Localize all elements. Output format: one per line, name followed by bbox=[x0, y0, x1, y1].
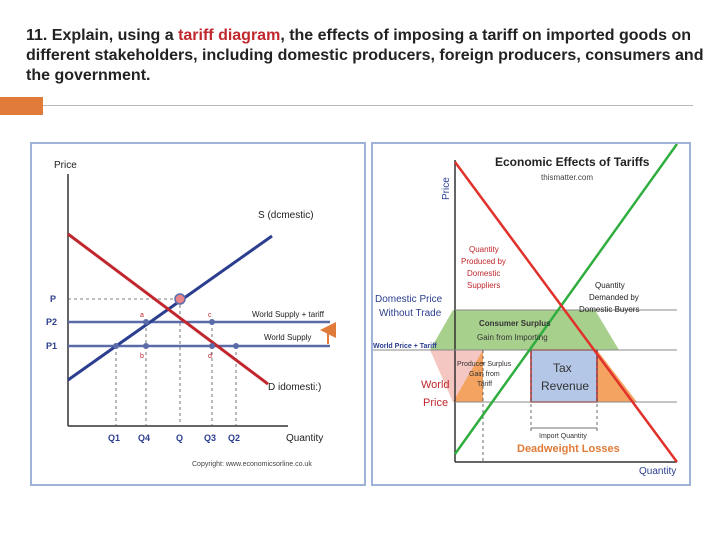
tax-revenue-label-2: Revenue bbox=[541, 379, 589, 393]
title-highlight: tariff diagram bbox=[178, 27, 281, 44]
world-supply-label: World Supply bbox=[264, 333, 311, 342]
point-label-b: b bbox=[140, 353, 144, 360]
right-guides bbox=[482, 350, 598, 462]
accent-bar bbox=[0, 97, 43, 115]
qty-demanded-label-2: Demanded by bbox=[589, 293, 639, 302]
world-price-tariff-label: World Price + Tariff bbox=[373, 343, 437, 350]
qty-demanded-label-1: Quantity bbox=[595, 281, 625, 290]
qty-demanded-label-3: Domestic Buyers bbox=[579, 305, 639, 314]
demand-label: D idomesti:) bbox=[268, 382, 321, 393]
right-diagram-title: Economic Effects of Tariffs bbox=[495, 155, 650, 169]
deadweight-loss-right bbox=[597, 350, 637, 402]
consumer-surplus-label-1: Consumer Surplus bbox=[479, 319, 551, 328]
consumer-surplus-label-2: Gain from Importing bbox=[477, 333, 548, 342]
slide-title: 11. Explain, using a tariff diagram, the… bbox=[26, 26, 706, 86]
qty-tick-q2: Q2 bbox=[228, 433, 240, 443]
producer-surplus-label-1: Producer Surplus bbox=[457, 361, 512, 368]
tax-revenue-area bbox=[531, 350, 597, 402]
qty-tick-q: Q bbox=[176, 433, 183, 443]
domestic-supply-line bbox=[453, 143, 679, 455]
point-d bbox=[209, 343, 215, 349]
qty-domestic-label-3: Domestic bbox=[467, 269, 500, 278]
right-diagram-svg: Price Quantity Economic Effects of Tarif… bbox=[373, 143, 679, 477]
price-tick-p1: P1 bbox=[46, 341, 57, 351]
domestic-supply-curve bbox=[67, 234, 273, 382]
producer-surplus-label-3: Tariff bbox=[477, 381, 492, 388]
left-y-axis-label: Price bbox=[54, 160, 77, 171]
title-text-start: 11. Explain, using a bbox=[26, 27, 179, 44]
price-tick-p2: P2 bbox=[46, 317, 57, 327]
point-label-a: a bbox=[140, 312, 144, 319]
domestic-price-label-1: Domestic Price bbox=[375, 294, 443, 305]
domestic-demand-line bbox=[453, 161, 679, 463]
point-q1 bbox=[113, 343, 119, 349]
domestic-price-label-2: Without Trade bbox=[379, 308, 442, 319]
world-price-label-1: World bbox=[421, 379, 450, 391]
right-y-axis-label: Price bbox=[441, 177, 452, 200]
right-diagram-subtitle: thismatter.com bbox=[541, 173, 593, 182]
equilibrium-point bbox=[174, 293, 186, 305]
price-tick-p: P bbox=[50, 294, 56, 304]
point-label-c: c bbox=[208, 312, 212, 319]
point-q4 bbox=[143, 319, 149, 325]
point-q3 bbox=[209, 319, 215, 325]
left-x-axis-label: Quantity bbox=[286, 433, 323, 444]
title-text-end: , the effects of imposing a tariff on im… bbox=[26, 27, 704, 84]
supply-label: S (dcmestic) bbox=[258, 210, 314, 221]
qty-tick-q4: Q4 bbox=[138, 433, 150, 443]
point-q2 bbox=[233, 343, 239, 349]
deadweight-loss-left bbox=[453, 350, 483, 402]
domestic-demand-curve bbox=[67, 232, 269, 386]
point-b bbox=[143, 343, 149, 349]
title-divider bbox=[43, 105, 693, 106]
point-label-d: d bbox=[208, 353, 212, 360]
deadweight-losses-label: Deadweight Losses bbox=[517, 443, 620, 455]
right-x-axis-label: Quantity bbox=[639, 466, 676, 477]
qty-tick-q1: Q1 bbox=[108, 433, 120, 443]
producer-surplus-label-2: Gain from bbox=[469, 371, 500, 378]
world-price-label-2: Price bbox=[423, 397, 448, 409]
import-quantity-label: Import Quantity bbox=[539, 433, 587, 440]
world-supply-tariff-label: World Supply + tariff bbox=[252, 310, 325, 319]
copyright-text: Copyright: www.economicsorline.co.uk bbox=[192, 461, 312, 468]
tax-revenue-label-1: Tax bbox=[553, 361, 572, 375]
qty-domestic-label-4: Suppliers bbox=[467, 281, 500, 290]
left-diagram-svg: Price Quantity a b c d S (dcmestic) bbox=[46, 160, 336, 468]
qty-domestic-label-1: Quantity bbox=[469, 245, 499, 254]
tariff-diagram-right: Price Quantity Economic Effects of Tarif… bbox=[371, 142, 691, 486]
qty-domestic-label-2: Produced by bbox=[461, 257, 506, 266]
qty-tick-q3: Q3 bbox=[204, 433, 216, 443]
tariff-diagram-left: Price Quantity a b c d S (dcmestic) bbox=[30, 142, 366, 486]
